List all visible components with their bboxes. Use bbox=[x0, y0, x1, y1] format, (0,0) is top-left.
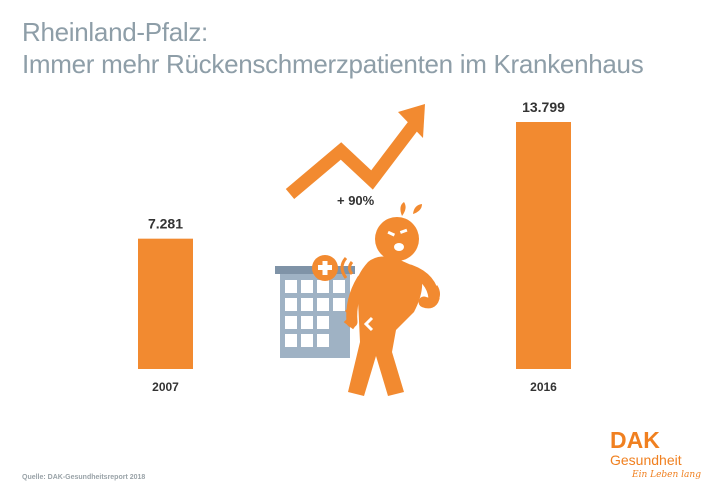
title-line-1: Rheinland-Pfalz: bbox=[22, 17, 208, 47]
logo-brand: DAK bbox=[610, 427, 660, 453]
category-label: 2016 bbox=[530, 380, 557, 394]
bar-value-label: 7.281 bbox=[148, 216, 183, 232]
logo-tagline: Ein Leben lang bbox=[632, 470, 701, 480]
trend-arrow-icon bbox=[285, 104, 425, 199]
logo-name: Gesundheit bbox=[610, 452, 682, 468]
hospital-building-icon bbox=[275, 266, 355, 358]
person-back-pain-icon bbox=[340, 202, 440, 396]
medical-cross-icon bbox=[312, 255, 338, 281]
dak-logo: DAK Gesundheit Ein Leben lang bbox=[606, 427, 701, 488]
growth-annotation: + 90% bbox=[337, 193, 375, 208]
bar-2007 bbox=[138, 238, 193, 369]
bar-2016 bbox=[516, 122, 571, 369]
title-line-2: Immer mehr Rückenschmerzpatienten im Kra… bbox=[22, 49, 644, 79]
source-note: Quelle: DAK-Gesundheitsreport 2018 bbox=[22, 474, 146, 481]
category-label: 2007 bbox=[152, 380, 179, 394]
bar-value-label: 13.799 bbox=[522, 99, 565, 115]
chart-title: Rheinland-Pfalz: Immer mehr Rückenschmer… bbox=[22, 16, 644, 80]
